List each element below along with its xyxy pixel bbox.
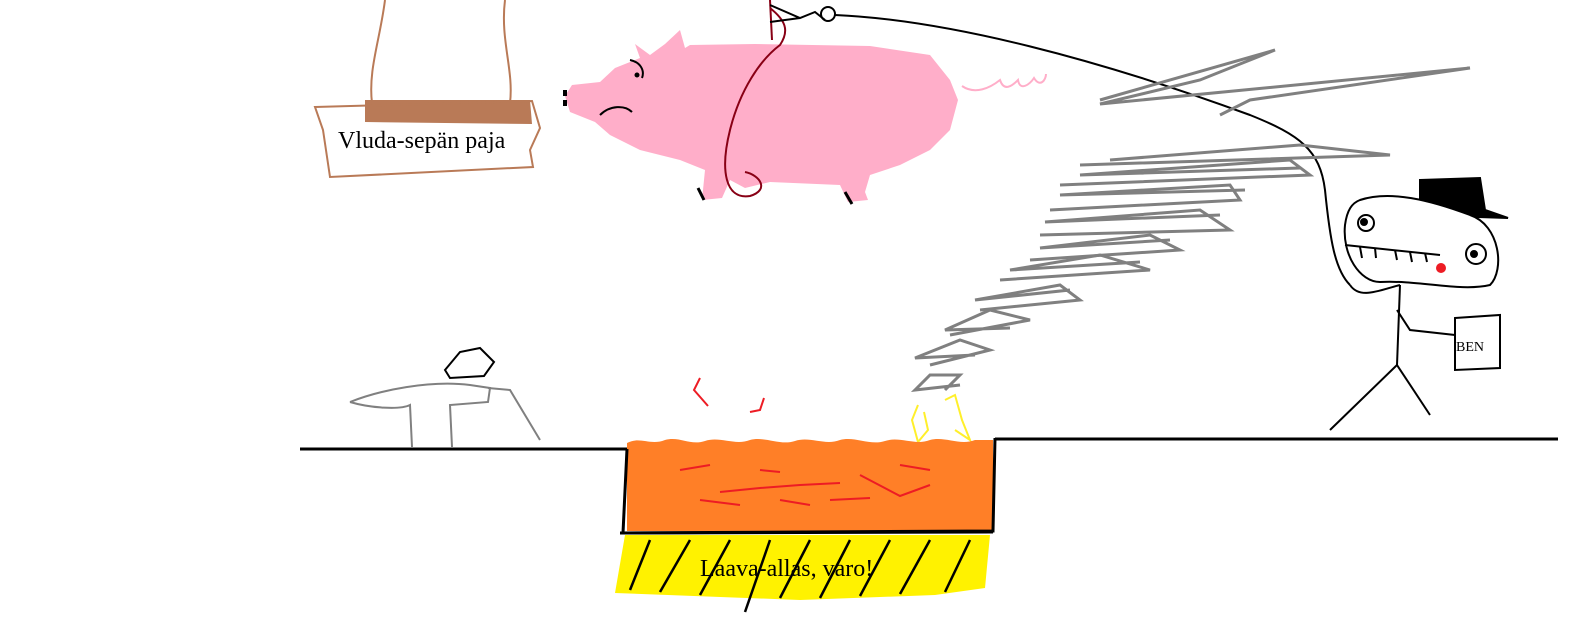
bag-label: BEN bbox=[1456, 340, 1484, 355]
flames bbox=[910, 393, 973, 445]
tongs-and-line bbox=[769, 4, 1351, 286]
sparks bbox=[692, 377, 765, 413]
pool-warning-label: Laava-allas, varo! bbox=[700, 556, 873, 582]
stick-figure bbox=[1329, 176, 1509, 431]
ground bbox=[300, 437, 1558, 451]
lava-pool bbox=[621, 437, 997, 535]
shop-sign: Vluda-sepän paja bbox=[313, 0, 542, 179]
anvil bbox=[349, 346, 541, 448]
pig bbox=[563, 0, 1047, 205]
sign-text: Vluda-sepän paja bbox=[338, 128, 506, 154]
smoke-swirl bbox=[910, 48, 1471, 392]
warning-band: Laava-allas, varo! bbox=[615, 530, 994, 613]
